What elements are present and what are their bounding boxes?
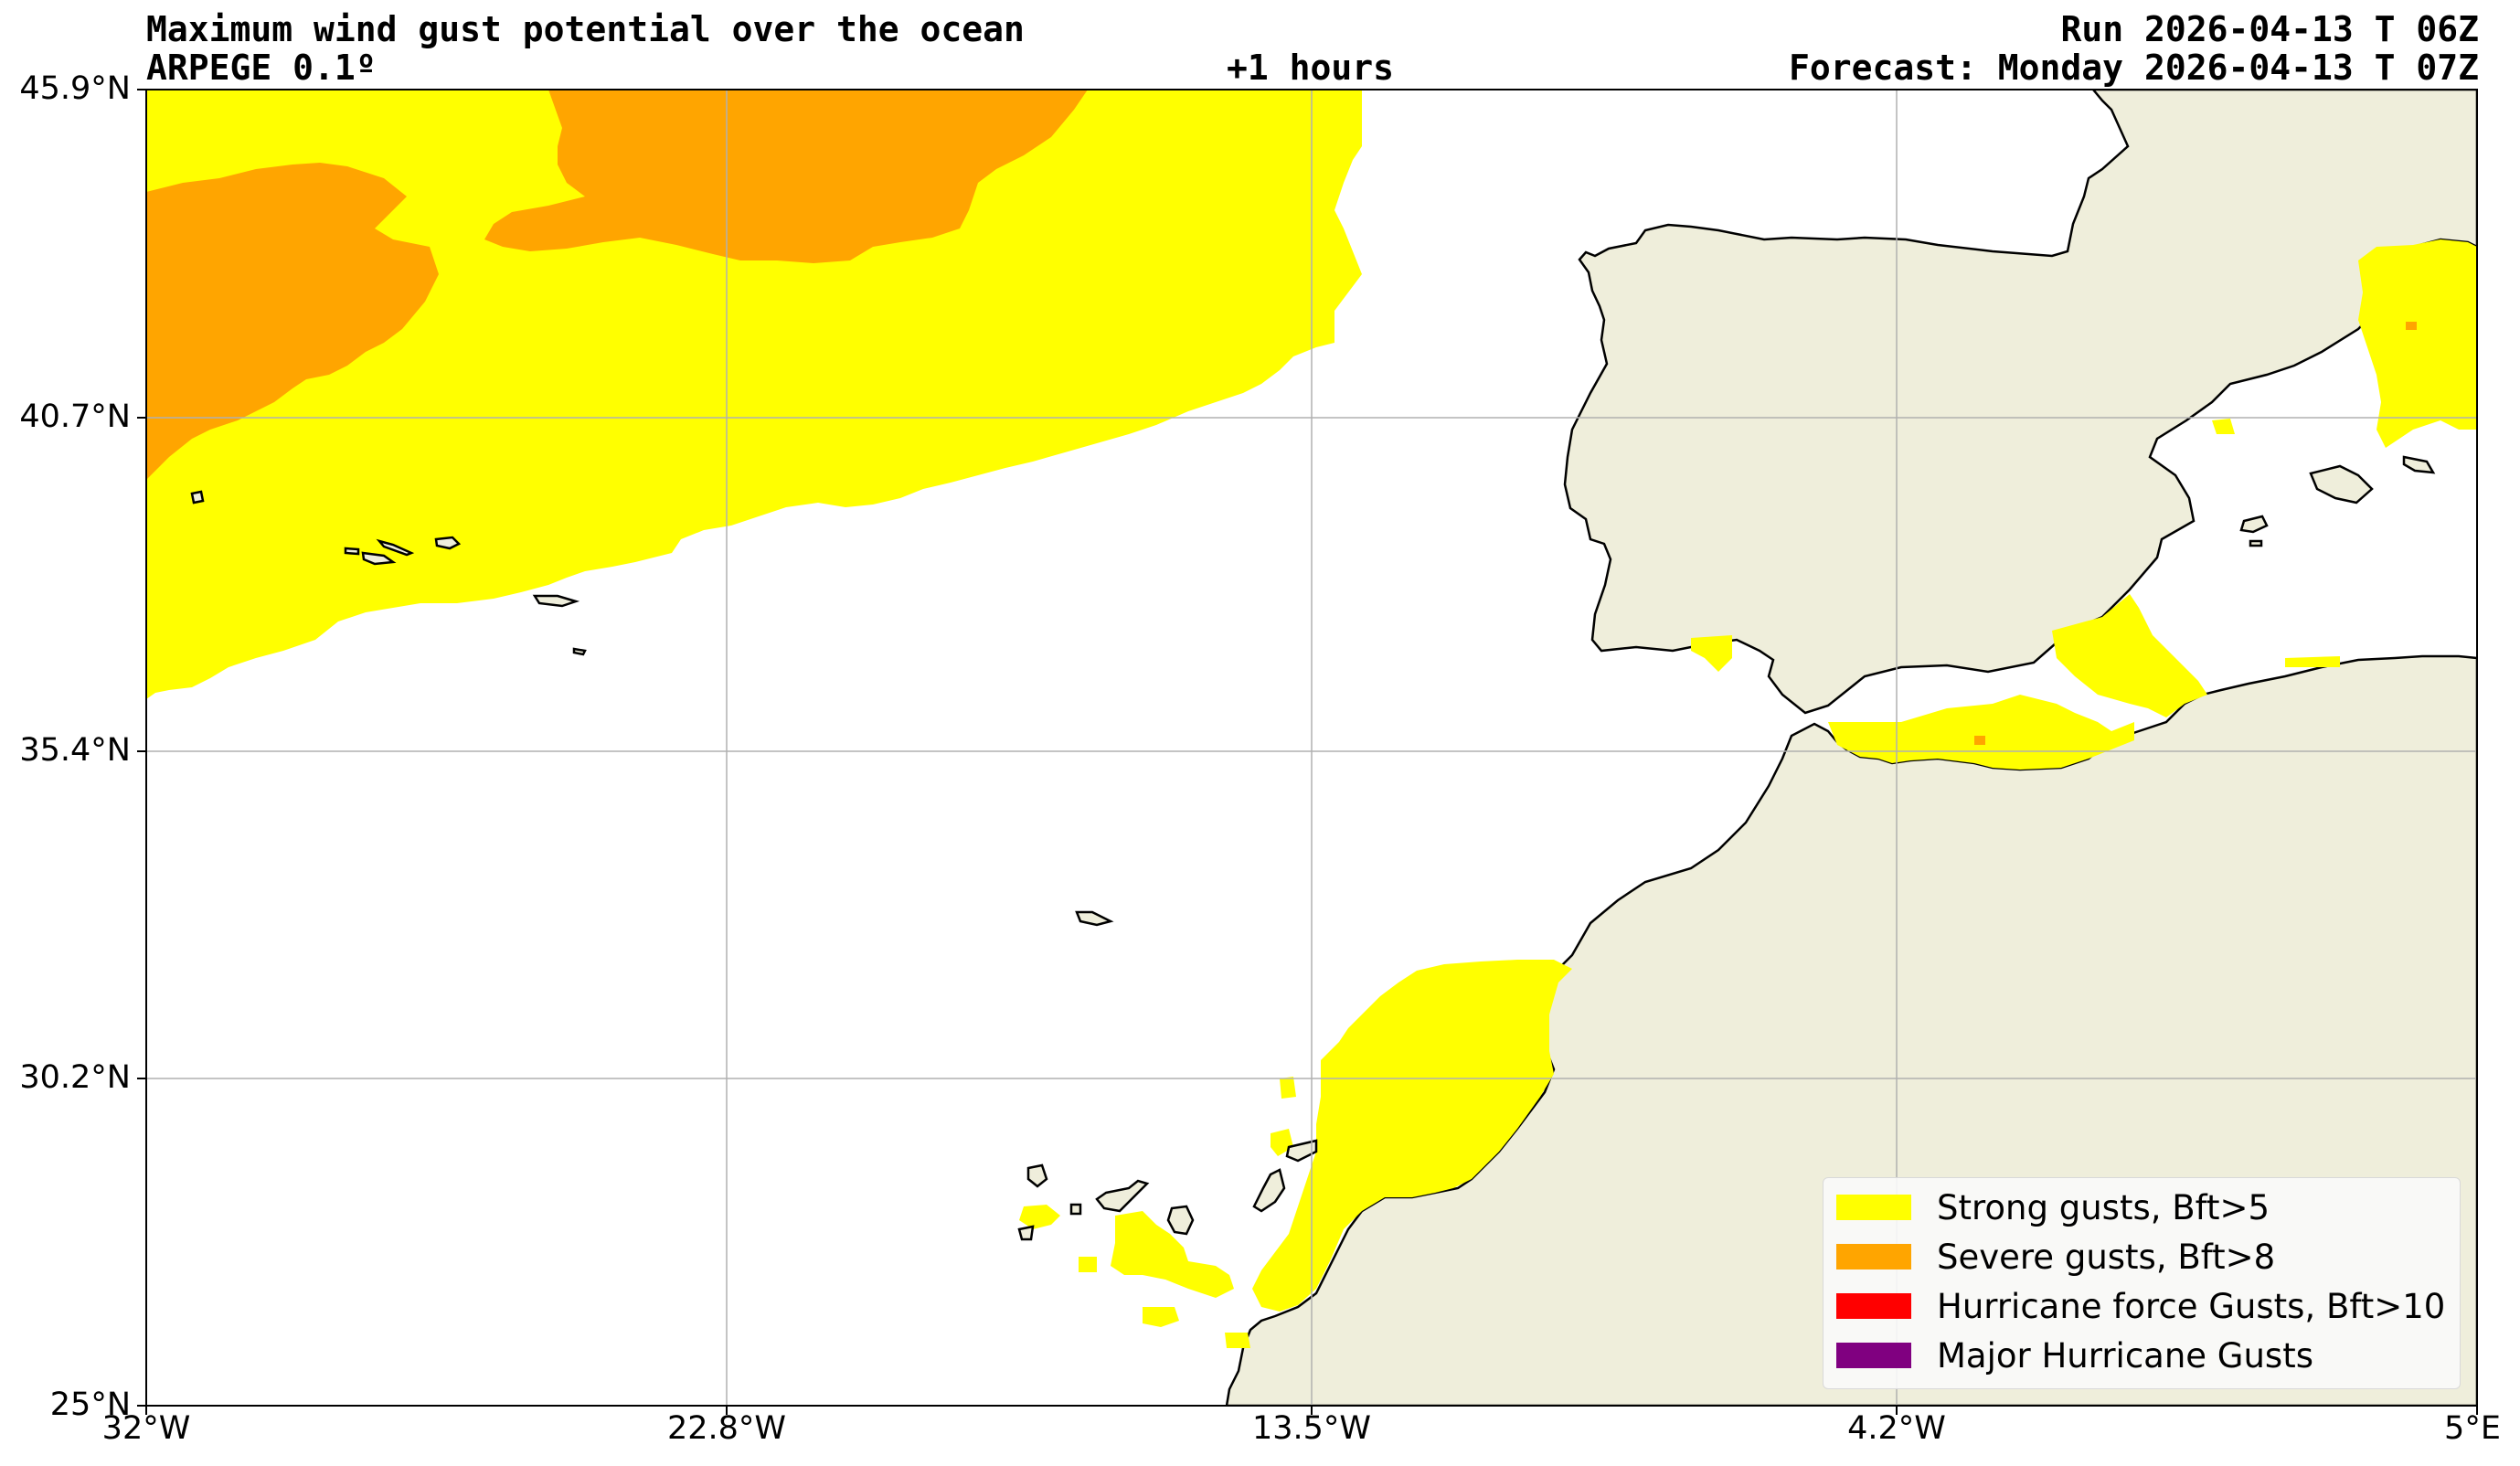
legend-swatch-severe	[1836, 1244, 1911, 1269]
island-madeira	[1075, 910, 1114, 927]
lon-tick-label: 5°E	[2444, 1410, 2501, 1447]
gust-severe-spot-2	[2406, 322, 2417, 330]
lat-tick-label: 25°N	[49, 1386, 131, 1423]
legend-label: Hurricane force Gusts, Bft>10	[1937, 1286, 2446, 1326]
chart-title: Maximum wind gust potential over the oce…	[146, 9, 1025, 49]
lead-time-label: +1 hours	[1227, 48, 1395, 88]
model-label: ARPEGE 0.1º	[146, 48, 377, 88]
legend-swatch-major	[1836, 1343, 1911, 1368]
legend: Strong gusts, Bft>5 Severe gusts, Bft>8 …	[1823, 1177, 2461, 1389]
gust-strong-canary-1	[1111, 1211, 1234, 1298]
island-balearic-4	[2249, 539, 2263, 547]
legend-label: Strong gusts, Bft>5	[1937, 1187, 2270, 1227]
island-canary-5	[1017, 1225, 1035, 1241]
legend-item-strong: Strong gusts, Bft>5	[1836, 1187, 2270, 1227]
land-iberia-europe	[1563, 90, 2477, 715]
lat-tick-label: 30.2°N	[19, 1059, 131, 1096]
gust-severe-spot-1	[1974, 736, 1985, 745]
gust-severe-atlantic-2	[484, 90, 1088, 263]
lat-tick-label: 35.4°N	[19, 732, 131, 769]
island-azores-3	[361, 551, 397, 566]
gust-strong-gibraltar	[1691, 635, 1732, 672]
gust-strong-gulf-lion	[2358, 239, 2477, 448]
island-balearic-2	[2402, 455, 2436, 474]
island-canary-3	[1095, 1179, 1150, 1213]
lat-tick-label: 40.7°N	[19, 398, 131, 435]
gust-strong-med-2	[2285, 656, 2340, 667]
forecast-label: Forecast: Monday 2026-04-13 T 07Z	[1789, 48, 2479, 88]
legend-item-hurricane: Hurricane force Gusts, Bft>10	[1836, 1286, 2446, 1326]
gust-strong-med	[2052, 594, 2207, 717]
lat-tick-label: 45.9°N	[19, 70, 131, 107]
gust-severe-atlantic	[146, 163, 439, 480]
island-balearic-1	[2309, 464, 2374, 505]
lon-tick-label: 13.5°W	[1251, 1410, 1372, 1447]
gridlines	[146, 90, 2477, 1406]
tick-marks	[137, 89, 2478, 1415]
legend-label: Major Hurricane Gusts	[1937, 1335, 2313, 1376]
island-balearic-3	[2239, 515, 2269, 534]
legend-item-severe: Severe gusts, Bft>8	[1836, 1237, 2276, 1277]
legend-item-major: Major Hurricane Gusts	[1836, 1335, 2313, 1376]
island-azores-1	[190, 490, 205, 505]
legend-swatch-hurricane	[1836, 1293, 1911, 1319]
gust-strong-canary-2	[1019, 1205, 1060, 1229]
gust-strong-med-3	[2212, 419, 2235, 434]
island-canary-6	[1252, 1168, 1286, 1213]
gust-strong-canary-3	[1143, 1307, 1179, 1327]
island-canary-2	[1069, 1203, 1082, 1216]
island-azores-5	[434, 536, 462, 550]
island-azores-6	[532, 594, 580, 608]
gust-strong-canary-7	[1225, 1333, 1250, 1348]
gust-strong-canary-6	[1280, 1077, 1296, 1099]
lon-tick-label: 22.8°W	[666, 1410, 787, 1447]
island-azores-4	[376, 538, 415, 557]
run-label: Run 2026-04-13 T 06Z	[2060, 9, 2479, 49]
gust-strong-canary-4	[1079, 1257, 1097, 1272]
gust-strong-morocco	[1252, 960, 1572, 1312]
island-azores-7	[572, 647, 587, 656]
legend-label: Severe gusts, Bft>8	[1937, 1237, 2276, 1277]
lon-tick-label: 32°W	[101, 1410, 191, 1447]
legend-swatch-strong	[1836, 1195, 1911, 1220]
island-canary-4	[1166, 1205, 1195, 1236]
island-azores-2	[344, 547, 360, 556]
lon-tick-label: 4.2°W	[1847, 1410, 1946, 1447]
island-canary-1	[1026, 1163, 1048, 1188]
